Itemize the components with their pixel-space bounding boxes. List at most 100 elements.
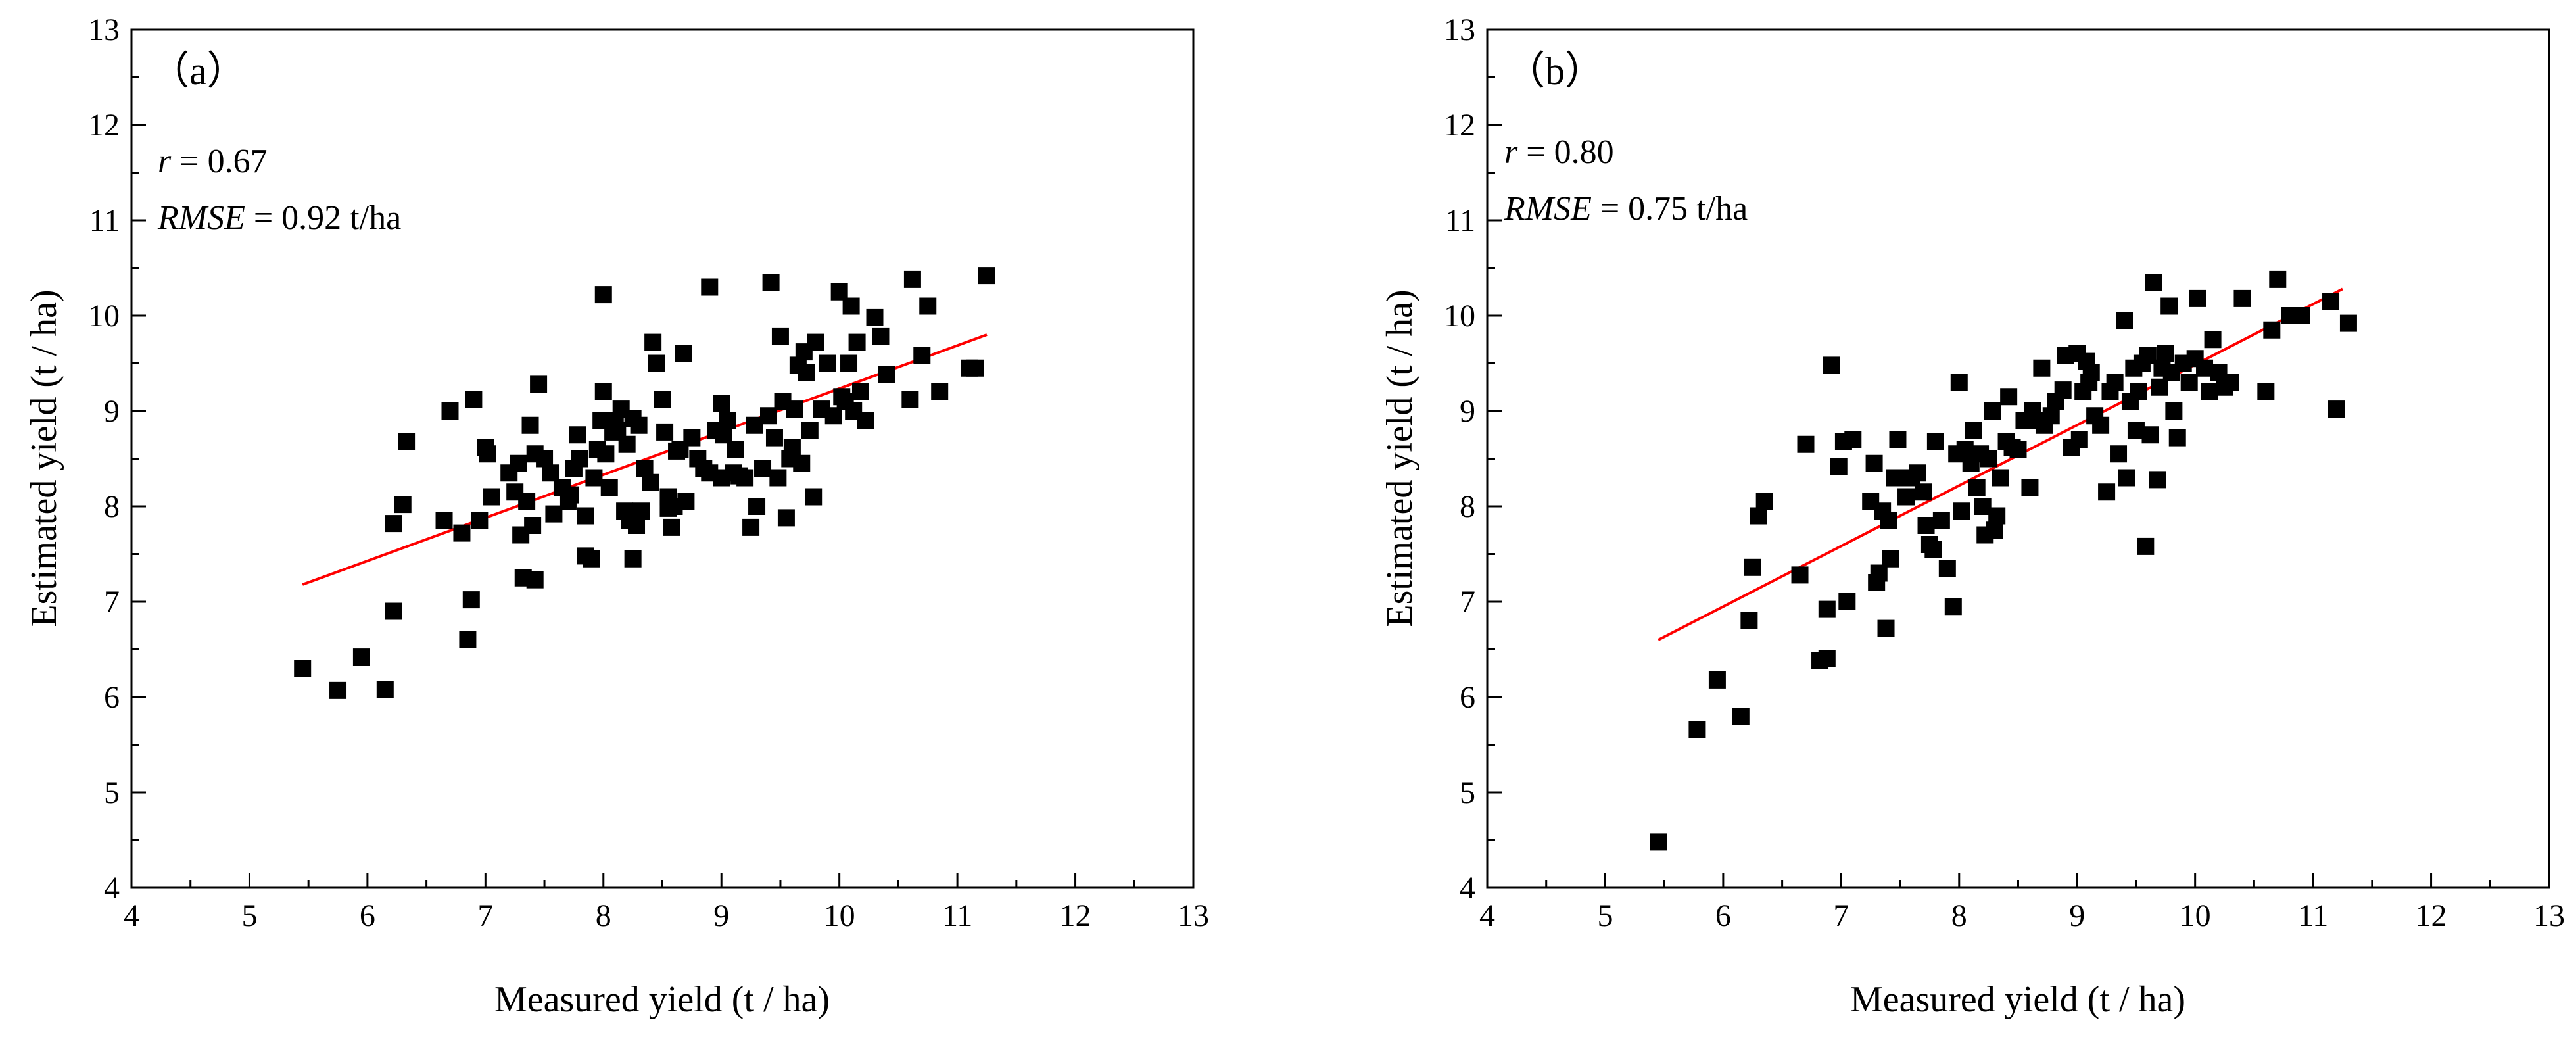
scatter-point-a — [727, 441, 744, 458]
scatter-point-a — [585, 469, 603, 487]
r-symbol-a: r — [158, 143, 172, 180]
scatter-point-a — [842, 297, 860, 315]
scatter-point-a — [583, 550, 600, 568]
rmse-symbol-a: RMSE — [157, 199, 245, 237]
y-axis-title-b: Estimated yield (t / ha) — [1379, 289, 1420, 627]
scatter-point-b — [1740, 612, 1758, 629]
scatter-point-a — [663, 518, 680, 536]
scatter-point-a — [462, 591, 480, 609]
scatter-point-a — [609, 422, 627, 439]
x-tick-label-a: 12 — [1060, 898, 1091, 933]
scatter-point-a — [394, 496, 412, 514]
y-tick-label-b: 13 — [1444, 12, 1475, 47]
scatter-point-a — [719, 412, 736, 429]
scatter-point-a — [636, 460, 654, 477]
scatter-point-b — [1818, 650, 1836, 667]
r-stat-a: r = 0.67 — [158, 143, 268, 180]
scatter-point-b — [1926, 433, 1944, 450]
scatter-point-a — [966, 359, 984, 377]
scatter-point-b — [2000, 388, 2018, 406]
scatter-point-b — [1988, 507, 2006, 525]
scatter-point-b — [2189, 289, 2206, 307]
scatter-point-a — [771, 327, 789, 345]
y-tick-labels-b: 4 5 6 7 8 9 10 11 12 13 — [1444, 12, 1475, 906]
y-tick-label-b: 9 — [1460, 394, 1475, 429]
scatter-point-b — [2098, 483, 2116, 501]
scatter-point-a — [801, 422, 819, 439]
scatter-point-b — [1965, 422, 1982, 439]
scatter-point-a — [597, 445, 615, 463]
y-tick-label-b: 4 — [1460, 871, 1475, 906]
scatter-point-a — [701, 278, 719, 296]
y-tick-label-a: 6 — [104, 680, 120, 715]
scatter-point-a — [903, 270, 921, 288]
x-tick-labels-b: 4 5 6 7 8 9 10 11 12 13 — [1479, 898, 2565, 933]
scatter-point-a — [675, 345, 692, 362]
scatter-point-b — [1992, 469, 2009, 487]
scatter-point-a — [742, 518, 760, 536]
scatter-point-a — [762, 274, 780, 291]
scatter-point-a — [754, 460, 772, 477]
scatter-point-b — [1980, 450, 1997, 468]
scatter-point-a — [352, 648, 370, 666]
scatter-point-b — [2339, 314, 2357, 332]
scatter-point-b — [2257, 383, 2275, 400]
scatter-point-b — [1732, 708, 1750, 725]
rmse-value-b: = 0.75 t/ha — [1592, 190, 1748, 228]
scatter-point-b — [2328, 400, 2345, 418]
scatter-point-b — [2222, 374, 2239, 391]
scatter-point-a — [459, 631, 477, 648]
scatter-point-a — [518, 493, 536, 510]
y-tick-label-b: 5 — [1460, 775, 1475, 810]
scatter-point-b — [1944, 598, 1962, 616]
y-tick-labels-a: 4 5 6 7 8 9 10 11 12 13 — [88, 12, 120, 906]
scatter-points-a — [294, 267, 995, 699]
scatter-point-a — [919, 297, 937, 315]
scatter-point-a — [851, 383, 869, 400]
scatter-point-b — [2141, 426, 2159, 444]
scatter-point-a — [465, 391, 483, 408]
scatter-point-b — [2233, 289, 2251, 307]
x-tick-label-b: 4 — [1479, 898, 1495, 933]
scatter-point-a — [510, 454, 527, 472]
panel-b: 4 5 6 7 8 9 10 11 12 13 4 5 6 7 8 9 10 11 12 13 （b） r = 0.… — [1379, 12, 2565, 1020]
x-tick-label-a: 6 — [360, 898, 375, 933]
scatter-point-b — [1938, 560, 1956, 577]
scatter-point-b — [2118, 469, 2135, 487]
scatter-point-b — [2116, 312, 2133, 329]
scatter-point-b — [2165, 402, 2183, 420]
regression-line-b — [1658, 287, 2343, 641]
y-tick-label-a: 13 — [88, 12, 120, 47]
scatter-point-a — [385, 602, 402, 620]
tick-marks-b — [1486, 28, 2550, 889]
scatter-point-b — [2130, 383, 2147, 400]
x-tick-label-a: 5 — [241, 898, 257, 933]
scatter-point-b — [2009, 441, 2027, 458]
scatter-point-a — [521, 416, 539, 434]
scatter-point-a — [536, 450, 554, 468]
scatter-point-b — [2106, 374, 2124, 391]
scatter-point-b — [1838, 593, 1856, 610]
scatter-point-b — [2168, 429, 2186, 447]
scatter-point-b — [1755, 493, 1773, 510]
scatter-point-a — [715, 426, 732, 444]
x-tick-label-b: 9 — [2069, 898, 2085, 933]
scatter-point-a — [878, 366, 895, 383]
tick-marks-a — [130, 28, 1195, 889]
scatter-point-b — [2201, 383, 2218, 400]
scatter-point-a — [642, 473, 659, 491]
scatter-point-a — [683, 429, 701, 447]
x-tick-label-a: 10 — [824, 898, 855, 933]
scatter-point-a — [765, 429, 783, 447]
y-tick-label-a: 7 — [104, 585, 120, 619]
scatter-point-a — [648, 354, 665, 372]
scatter-point-a — [748, 498, 766, 515]
y-tick-label-a: 11 — [89, 203, 120, 238]
scatter-point-b — [1818, 600, 1836, 618]
x-tick-labels-a: 4 5 6 7 8 9 10 11 12 13 — [124, 898, 1209, 933]
panel-label-a: （a） — [150, 49, 247, 93]
scatter-point-b — [1984, 402, 2001, 420]
scatter-point-a — [542, 464, 560, 482]
scatter-point-a — [385, 515, 402, 533]
scatter-point-b — [1797, 435, 1815, 453]
